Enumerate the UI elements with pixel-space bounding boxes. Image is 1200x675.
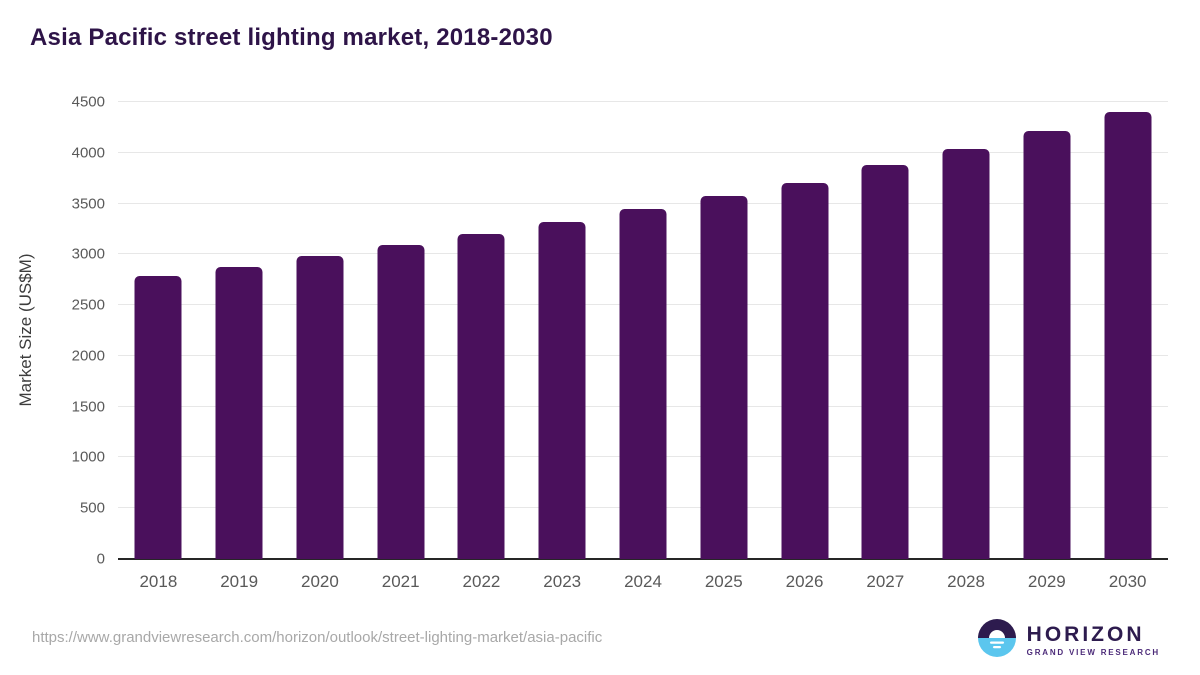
- logo-subtitle: GRAND VIEW RESEARCH: [1026, 648, 1160, 657]
- bar-2024: [619, 208, 667, 559]
- x-tick-2030: 2030: [1108, 572, 1147, 591]
- plot-area: 0 500 1000 1500 2000 2500 3000 3500 4000 4500 2018…: [72, 94, 1168, 591]
- x-tick-2021: 2021: [381, 572, 420, 591]
- gridline-4000: [118, 151, 1168, 153]
- x-tick-2027: 2027: [866, 572, 905, 591]
- gridline-3500: [118, 202, 1168, 204]
- y-axis-title: Market Size (US$M): [16, 253, 35, 407]
- bar-2021: [377, 245, 425, 559]
- y-tick-500: 500: [79, 499, 105, 517]
- bar-2019: [215, 266, 263, 559]
- x-tick-2019: 2019: [220, 572, 259, 591]
- bar-2026: [781, 183, 829, 559]
- x-tick-2026: 2026: [785, 572, 824, 591]
- x-tick-2024: 2024: [624, 572, 662, 591]
- y-tick-0: 0: [96, 550, 105, 568]
- bar-2020: [296, 256, 344, 559]
- chart-title: Asia Pacific street lighting market, 201…: [30, 24, 553, 51]
- bar-2025: [700, 195, 748, 559]
- y-tick-4500: 4500: [71, 93, 105, 111]
- y-tick-2500: 2500: [71, 296, 105, 314]
- y-tick-2000: 2000: [71, 347, 105, 365]
- gridline-4500: [118, 101, 1168, 102]
- y-tick-3500: 3500: [71, 195, 105, 213]
- bar-2023: [538, 221, 586, 559]
- horizon-sun-circle-icon: [977, 618, 1017, 663]
- y-tick-3000: 3000: [71, 245, 105, 263]
- x-tick-2028: 2028: [947, 572, 985, 591]
- bar-2027: [861, 164, 909, 559]
- source-url: https://www.grandviewresearch.com/horizo…: [32, 629, 603, 646]
- bar-2028: [942, 149, 990, 559]
- x-tick-2023: 2023: [543, 572, 582, 591]
- logo-text: HORIZON GRAND VIEW RESEARCH: [1027, 624, 1160, 657]
- x-axis-line: [118, 558, 1168, 560]
- y-tick-1500: 1500: [71, 398, 105, 416]
- logo-brand-name: HORIZON: [1026, 623, 1145, 646]
- bar-2030: [1104, 112, 1152, 559]
- bar-2022: [457, 234, 505, 559]
- x-tick-2018: 2018: [139, 572, 178, 591]
- x-tick-2022: 2022: [462, 572, 501, 591]
- y-tick-1000: 1000: [71, 448, 105, 466]
- y-tick-4000: 4000: [71, 144, 105, 162]
- bar-2018: [134, 275, 182, 559]
- bar-2029: [1023, 131, 1071, 559]
- x-tick-2020: 2020: [301, 572, 339, 591]
- x-tick-2029: 2029: [1027, 572, 1066, 591]
- x-tick-2025: 2025: [704, 572, 743, 591]
- brand-logo: HORIZON GRAND VIEW RESEARCH: [977, 618, 1160, 663]
